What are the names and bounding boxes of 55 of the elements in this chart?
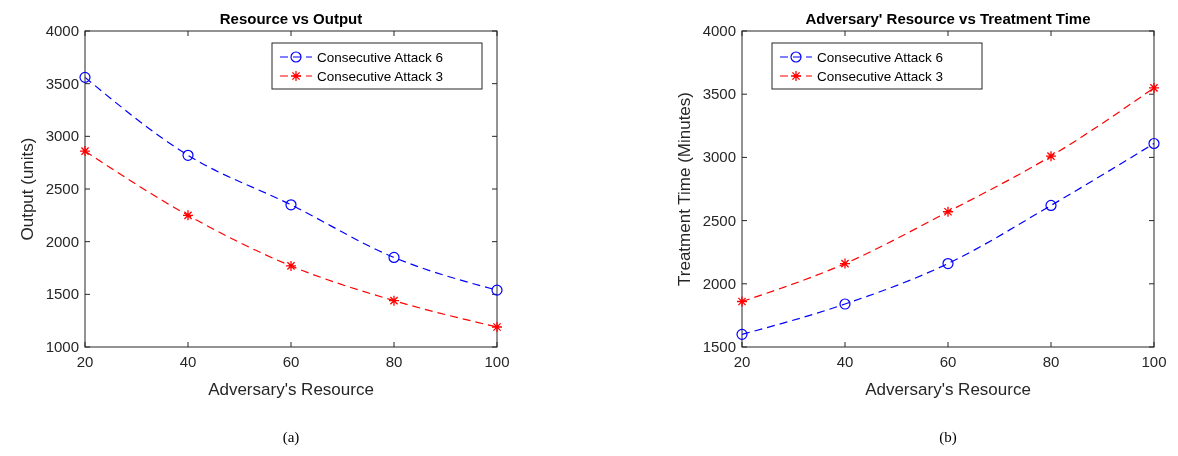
chart-title: Adversary' Resource vs Treatment Time: [805, 10, 1091, 27]
point: [839, 298, 851, 310]
chart-title: Resource vs Output: [219, 10, 363, 27]
point: [942, 257, 954, 270]
legend-label: Consecutive Attack 3: [317, 69, 444, 84]
point: [942, 206, 954, 218]
point: [1045, 150, 1057, 162]
point: [1148, 82, 1160, 94]
x-tick-label: 100: [484, 353, 510, 370]
point: [736, 328, 748, 340]
x-tick-label: 40: [836, 353, 854, 370]
y-tick-label: 4000: [45, 22, 79, 39]
legend-label: Consecutive Attack 3: [817, 69, 944, 84]
text: (a): [282, 429, 300, 446]
y-axis-title: Output (units): [18, 137, 37, 241]
x-tick-label: 100: [1141, 353, 1167, 370]
point: [388, 251, 400, 264]
y-tick-label: 2500: [702, 211, 736, 229]
y-tick-label: 2000: [45, 232, 79, 250]
legend-label: Consecutive Attack 6: [817, 50, 944, 65]
point: [1148, 137, 1160, 150]
y-tick-label: 3000: [702, 148, 736, 166]
point: [1045, 199, 1057, 212]
y-tick-label: 1500: [45, 285, 79, 303]
point: [388, 295, 400, 307]
point: [839, 257, 851, 270]
y-tick-label: 2000: [702, 274, 736, 292]
point: [491, 284, 503, 296]
y-tick-label: 1000: [45, 338, 79, 355]
legend-label: Consecutive Attack 6: [317, 50, 444, 65]
y-tick-label: 3500: [702, 85, 736, 103]
y-tick-label: 4000: [702, 22, 736, 39]
point: [79, 71, 91, 83]
x-tick-label: 80: [385, 353, 403, 370]
point: [285, 260, 297, 272]
y-axis-title: Treatment Time (Minutes): [675, 92, 694, 286]
x-tick-label: 20: [733, 353, 751, 370]
point: [736, 295, 748, 308]
point: [182, 209, 194, 221]
x-axis-title: Adversary's Resource: [865, 380, 1031, 399]
point: [79, 145, 91, 157]
x-axis-title: Adversary's Resource: [208, 380, 374, 399]
y-tick-label: 3000: [45, 127, 79, 145]
x-tick-label: 60: [939, 353, 957, 370]
x-tick-label: 20: [76, 353, 94, 370]
point: [491, 321, 503, 333]
point: [182, 149, 194, 161]
y-tick-label: 2500: [45, 180, 79, 197]
y-tick-label: 1500: [702, 338, 736, 355]
y-tick-label: 3500: [45, 74, 79, 92]
x-tick-label: 40: [179, 353, 197, 370]
x-tick-label: 80: [1042, 353, 1060, 370]
x-tick-label: 60: [282, 353, 300, 370]
point: [285, 199, 297, 211]
text: (b): [939, 429, 957, 446]
